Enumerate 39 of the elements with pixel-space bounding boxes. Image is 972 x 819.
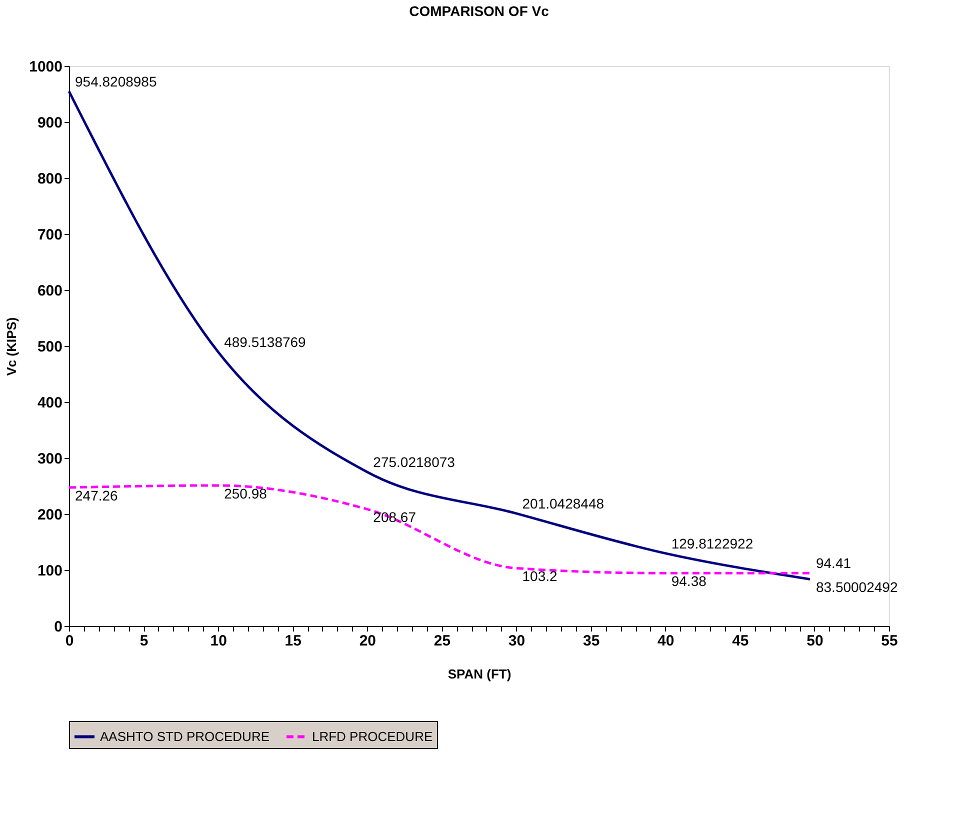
y-tick-label: 0 (54, 618, 62, 636)
data-label: 250.98 (224, 485, 268, 502)
y-tick-label: 200 (37, 506, 62, 524)
legend-label: AASHTO STD PROCEDURE (100, 728, 270, 744)
x-tick-label: 20 (359, 632, 376, 650)
y-tick-label: 600 (37, 282, 62, 300)
data-label: 103.2 (522, 568, 558, 584)
data-label: 201.0428448 (522, 495, 604, 512)
y-tick-label: 900 (37, 114, 62, 132)
data-label: 94.38 (671, 573, 707, 590)
data-label: 275.0218073 (373, 454, 456, 470)
data-label: 954.8208985 (75, 73, 157, 90)
x-tick-label: 15 (284, 632, 302, 650)
legend-label: LRFD PROCEDURE (312, 728, 433, 744)
x-tick-label: 35 (582, 632, 600, 650)
x-tick-label: 25 (434, 632, 451, 650)
x-tick-label: 50 (806, 632, 824, 650)
x-tick-label: 5 (140, 632, 148, 650)
x-tick-label: 40 (658, 632, 674, 650)
x-tick-label: 45 (732, 632, 749, 650)
y-tick-label: 300 (37, 450, 62, 468)
data-label: 129.8122922 (671, 535, 754, 552)
data-label: 83.50002492 (816, 579, 898, 596)
y-tick-label: 800 (37, 170, 62, 188)
y-tick-label: 400 (37, 394, 62, 412)
x-tick-label: 0 (65, 632, 74, 650)
data-label: 247.26 (75, 488, 118, 504)
y-tick-label: 100 (37, 562, 62, 580)
y-tick-label: 500 (37, 338, 62, 356)
data-label: 489.5138769 (224, 334, 306, 350)
x-tick-label: 30 (508, 632, 526, 650)
y-tick-label: 1000 (29, 58, 62, 76)
y-axis-title: Vc (KIPS) (4, 317, 20, 376)
chart-title: COMPARISON OF Vc (409, 3, 550, 19)
x-tick-label: 10 (210, 632, 227, 650)
x-axis-title: SPAN (FT) (448, 666, 512, 682)
x-tick-label: 55 (881, 632, 898, 650)
y-tick-label: 700 (37, 226, 62, 244)
data-label: 94.41 (816, 555, 852, 572)
